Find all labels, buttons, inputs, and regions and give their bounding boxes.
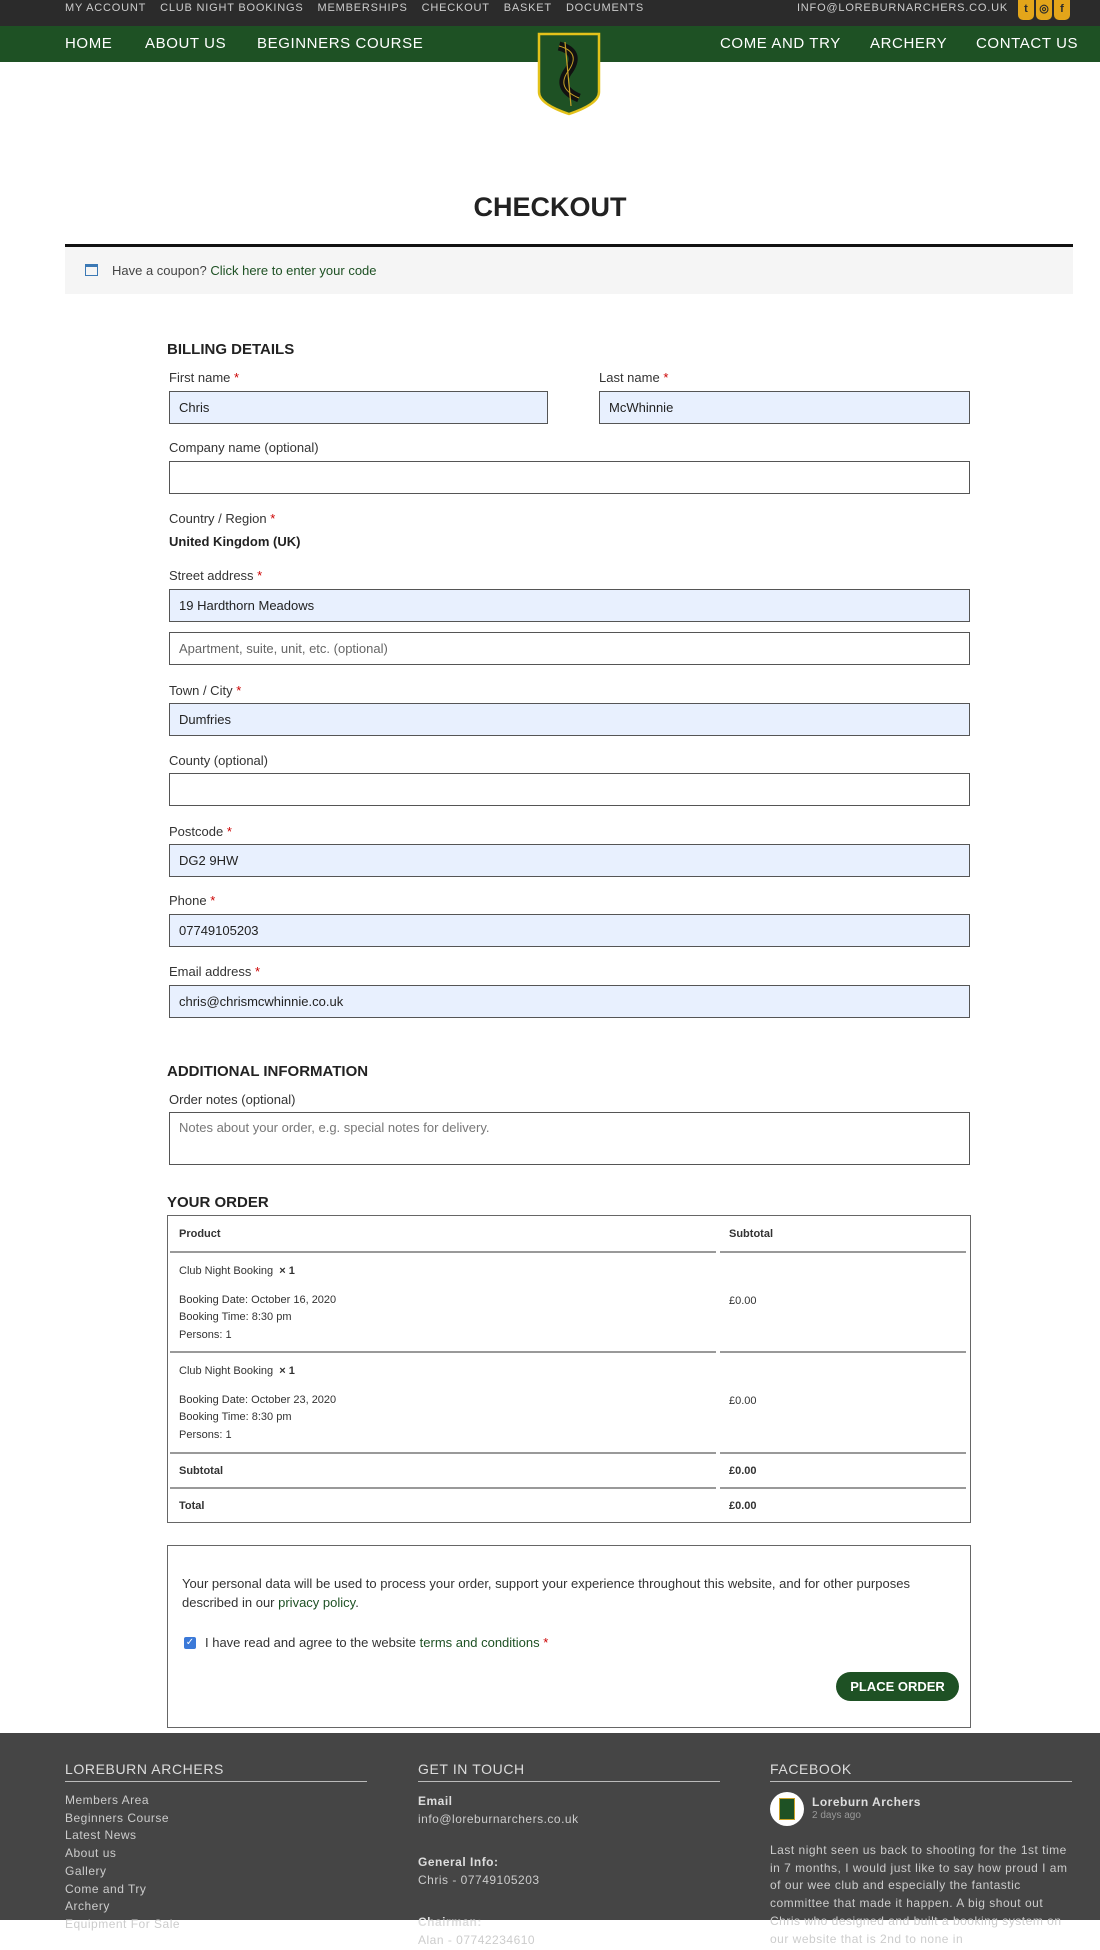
coupon-text: Have a coupon? — [112, 263, 207, 278]
last-name-field[interactable]: McWhinnie — [599, 391, 970, 424]
topbar-link-basket[interactable]: BASKET — [503, 2, 552, 14]
twitter-icon[interactable]: t — [1018, 0, 1034, 20]
last-name-label: Last name * — [599, 370, 669, 385]
country-label: Country / Region * — [169, 511, 276, 526]
billing-heading: BILLING DETAILS — [167, 341, 295, 358]
footer-link[interactable]: Beginners Course — [65, 1810, 170, 1825]
nav-about-us[interactable]: ABOUT US — [145, 35, 227, 52]
first-name-field[interactable]: Chris — [169, 391, 548, 424]
title-divider — [65, 244, 1073, 247]
general-info-value: Chris - 07749105203 — [418, 1872, 540, 1887]
street-address-field[interactable]: 19 Hardthorn Meadows — [169, 589, 970, 622]
order-table: Product Subtotal Club Night Booking × 1 … — [167, 1215, 971, 1523]
col-subtotal: Subtotal — [729, 1228, 773, 1240]
first-name-label: First name * — [169, 370, 240, 385]
footer-link[interactable]: Come and Try — [65, 1881, 147, 1896]
row-subtotal: £0.00 — [729, 1295, 757, 1307]
footer-heading: LOREBURN ARCHERS — [65, 1761, 367, 1782]
place-order-button[interactable]: PLACE ORDER — [836, 1672, 959, 1701]
topbar-link-memberships[interactable]: MEMBERSHIPS — [317, 2, 408, 14]
chairman-value: Alan - 07742234610 — [418, 1933, 536, 1948]
street-label: Street address * — [169, 568, 263, 583]
coupon-link[interactable]: Click here to enter your code — [210, 263, 377, 278]
phone-field[interactable]: 07749105203 — [169, 914, 970, 947]
email-label: Email address * — [169, 964, 261, 979]
top-utility-bar: MY ACCOUNT CLUB NIGHT BOOKINGS MEMBERSHI… — [0, 0, 1100, 26]
footer-link[interactable]: Latest News — [65, 1828, 137, 1843]
nav-home[interactable]: HOME — [65, 35, 113, 52]
table-row: Club Night Booking × 1 Booking Date: Oct… — [179, 1265, 337, 1341]
additional-info-heading: ADDITIONAL INFORMATION — [167, 1063, 369, 1080]
topbar-link-club-night-bookings[interactable]: CLUB NIGHT BOOKINGS — [160, 2, 304, 14]
country-value: United Kingdom (UK) — [169, 534, 301, 549]
footer-link[interactable]: Members Area — [65, 1793, 150, 1807]
phone-label: Phone * — [169, 893, 216, 908]
topbar-email-link[interactable]: INFO@LOREBURNARCHERS.CO.UK — [796, 2, 1008, 14]
subtotal-value: £0.00 — [729, 1465, 757, 1477]
total-value: £0.00 — [729, 1500, 757, 1512]
col-product: Product — [179, 1228, 221, 1240]
nav-come-and-try[interactable]: COME AND TRY — [720, 35, 841, 52]
footer: LOREBURN ARCHERS Members Area Beginners … — [0, 1733, 1100, 1947]
instagram-icon[interactable]: ◎ — [1036, 0, 1052, 20]
postcode-field[interactable]: DG2 9HW — [169, 844, 970, 877]
footer-col-links: LOREBURN ARCHERS Members Area Beginners … — [65, 1761, 367, 1934]
your-order-heading: YOUR ORDER — [167, 1194, 269, 1211]
company-field[interactable] — [169, 461, 970, 494]
table-row: Club Night Booking × 1 Booking Date: Oct… — [179, 1365, 337, 1441]
footer-heading: GET IN TOUCH — [418, 1761, 720, 1782]
nav-beginners-course[interactable]: BEGINNERS COURSE — [257, 35, 424, 52]
page-title: CHECKOUT — [473, 192, 627, 222]
facebook-icon[interactable]: f — [1054, 0, 1070, 20]
privacy-box: Your personal data will be used to proce… — [167, 1545, 971, 1728]
row-subtotal: £0.00 — [729, 1395, 757, 1407]
order-notes-label: Order notes (optional) — [169, 1092, 296, 1107]
footer-link[interactable]: Archery — [65, 1899, 110, 1914]
topbar-link-checkout[interactable]: CHECKOUT — [421, 2, 490, 14]
order-notes-textarea[interactable]: Notes about your order, e.g. special not… — [169, 1112, 970, 1165]
terms-link[interactable]: terms and conditions — [419, 1635, 540, 1650]
general-info-label: General Info: — [418, 1854, 499, 1869]
window-icon — [85, 264, 98, 276]
nav-contact-us[interactable]: CONTACT US — [976, 35, 1079, 52]
topbar-link-documents[interactable]: DOCUMENTS — [565, 2, 645, 14]
footer-email-link[interactable]: info@loreburnarchers.co.uk — [418, 1812, 579, 1826]
club-logo[interactable] — [537, 32, 601, 116]
nav-archery[interactable]: ARCHERY — [870, 35, 948, 52]
company-label: Company name (optional) — [169, 440, 319, 455]
county-label: County (optional) — [169, 753, 268, 768]
county-field[interactable] — [169, 773, 970, 806]
privacy-policy-link[interactable]: privacy policy — [278, 1595, 356, 1610]
facebook-post-text: Last night seen us back to shooting for … — [770, 1843, 1068, 1946]
privacy-text: Your personal data will be used to proce… — [182, 1576, 910, 1610]
email-field[interactable]: chris@chrismcwhinnie.co.uk — [169, 985, 970, 1018]
footer-col-contact: GET IN TOUCH Email info@loreburnarchers.… — [418, 1761, 720, 1950]
facebook-avatar — [770, 1792, 804, 1826]
chairman-label: Chairman: — [418, 1915, 482, 1930]
postcode-label: Postcode * — [169, 824, 232, 839]
footer-col-facebook: FACEBOOK Loreburn Archers 2 days ago Las… — [770, 1761, 1072, 1948]
subtotal-label: Subtotal — [179, 1465, 223, 1477]
post-time: 2 days ago — [812, 1810, 861, 1821]
footer-heading: FACEBOOK — [770, 1761, 1072, 1782]
topbar-link-my-account[interactable]: MY ACCOUNT — [65, 2, 147, 14]
footer-link[interactable]: About us — [65, 1846, 117, 1861]
email-label: Email — [418, 1794, 453, 1808]
footer-link[interactable]: Gallery — [65, 1863, 107, 1878]
apartment-field[interactable]: Apartment, suite, unit, etc. (optional) — [169, 632, 970, 665]
town-label: Town / City * — [169, 683, 242, 698]
terms-label: I have read and agree to the website ter… — [205, 1635, 549, 1650]
total-label: Total — [179, 1500, 205, 1512]
facebook-page-name[interactable]: Loreburn Archers — [812, 1795, 921, 1809]
footer-link[interactable]: Equipment For Sale — [65, 1916, 181, 1931]
town-field[interactable]: Dumfries — [169, 703, 970, 736]
coupon-notice: Have a coupon? Click here to enter your … — [65, 247, 1073, 294]
terms-checkbox[interactable]: ✓ — [184, 1637, 196, 1649]
